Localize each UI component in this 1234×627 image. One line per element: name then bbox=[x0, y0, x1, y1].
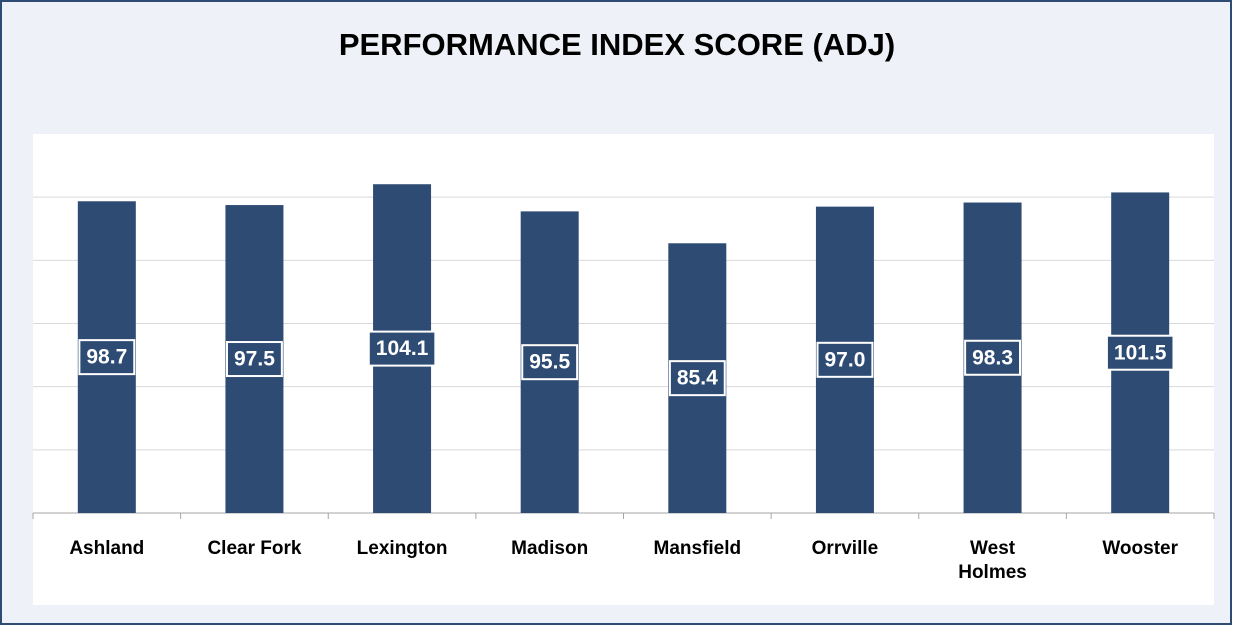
value-label-box bbox=[226, 341, 283, 378]
value-label-box bbox=[521, 344, 579, 381]
x-tick-label: Wooster bbox=[1102, 538, 1178, 559]
x-tick-label: Clear Fork bbox=[207, 538, 301, 559]
x-tick-label: Orrville bbox=[812, 538, 879, 559]
plot-card bbox=[33, 134, 1214, 605]
value-label-box bbox=[668, 360, 726, 397]
x-tick-label: Mansfield bbox=[654, 538, 742, 559]
value-label: 85.4 bbox=[677, 367, 718, 390]
value-label: 97.5 bbox=[234, 348, 275, 371]
value-label: 95.5 bbox=[529, 351, 570, 374]
chart-title: PERFORMANCE INDEX SCORE (ADJ) bbox=[339, 27, 895, 62]
value-label: 104.1 bbox=[376, 337, 429, 360]
value-label: 98.3 bbox=[972, 346, 1013, 369]
x-tick-label: Ashland bbox=[69, 538, 144, 559]
value-label-box bbox=[78, 339, 136, 376]
value-label: 98.7 bbox=[86, 346, 127, 369]
x-tick-label: West Holmes bbox=[958, 538, 1027, 583]
value-label: 101.5 bbox=[1114, 341, 1167, 364]
value-label: 97.0 bbox=[825, 348, 866, 371]
value-label-box bbox=[1105, 334, 1175, 371]
x-tick-label: Madison bbox=[511, 538, 588, 559]
value-label-box bbox=[816, 341, 874, 378]
value-label-box bbox=[367, 330, 437, 367]
value-label-box bbox=[964, 339, 1021, 376]
x-tick-label: Lexington bbox=[357, 538, 448, 559]
